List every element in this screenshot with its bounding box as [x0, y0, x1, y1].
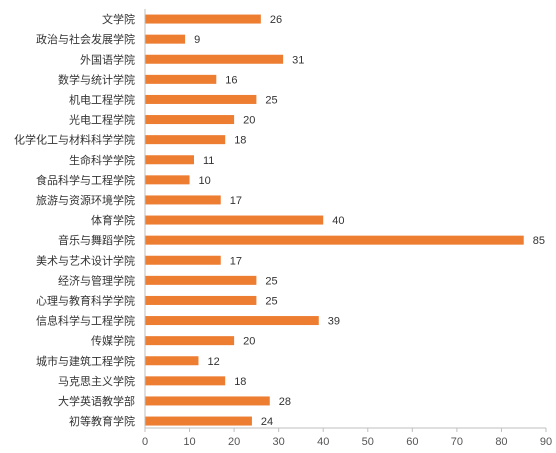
category-label: 马克思主义学院: [58, 374, 135, 388]
bar: [145, 396, 270, 406]
value-label: 12: [207, 356, 219, 368]
x-tick-label: 70: [451, 436, 463, 448]
x-tick-label: 80: [495, 436, 507, 448]
category-label: 传媒学院: [91, 334, 135, 348]
bars-group: [145, 14, 524, 426]
bar: [145, 316, 319, 326]
x-tick-label: 20: [228, 436, 240, 448]
bar: [145, 356, 199, 366]
value-label: 18: [234, 135, 246, 147]
value-label: 10: [199, 175, 211, 187]
category-label: 生命科学学院: [69, 153, 135, 167]
value-label: 9: [194, 34, 200, 46]
bar: [145, 215, 324, 225]
category-label: 文学院: [102, 12, 135, 26]
x-tick-label: 60: [406, 436, 418, 448]
x-tick-label: 90: [540, 436, 552, 448]
x-tick-label: 0: [142, 436, 148, 448]
value-label: 17: [230, 255, 242, 267]
category-label: 大学英语教学部: [58, 394, 135, 408]
bar: [145, 336, 235, 346]
category-label: 光电工程学院: [69, 113, 135, 127]
value-label: 24: [261, 416, 273, 428]
value-label: 25: [265, 295, 277, 307]
bar: [145, 74, 217, 84]
value-labels: 26 9 31 16 25 20 18 11 10 17 40 85 17 25 25 39 20 12 18 28 2…: [194, 14, 545, 428]
bar: [145, 34, 186, 44]
category-label: 数学与统计学院: [58, 72, 135, 86]
category-label: 旅游与资源环境学院: [36, 193, 135, 207]
category-label: 政治与社会发展学院: [36, 32, 135, 46]
bar: [145, 416, 252, 426]
bar: [145, 235, 524, 245]
bar: [145, 376, 226, 386]
category-label: 经济与管理学院: [58, 273, 135, 287]
x-tick-label: 30: [273, 436, 285, 448]
bar: [145, 295, 257, 305]
value-label: 25: [265, 275, 277, 287]
value-label: 85: [533, 235, 545, 247]
category-label: 初等教育学院: [69, 414, 135, 428]
bar: [145, 94, 257, 104]
category-labels: 文学院政治与社会发展学院外国语学院数学与统计学院机电工程学院光电工程学院化学化工…: [14, 12, 135, 428]
bar: [145, 115, 235, 125]
bar: [145, 155, 195, 165]
category-label: 信息科学与工程学院: [36, 314, 135, 328]
category-label: 城市与建筑工程学院: [36, 354, 135, 368]
bar: [145, 255, 221, 265]
bar: [145, 175, 190, 185]
value-label: 40: [332, 215, 344, 227]
value-label: 11: [203, 155, 214, 167]
category-label: 机电工程学院: [69, 92, 135, 106]
category-label: 美术与艺术设计学院: [36, 253, 135, 267]
bar: [145, 54, 284, 64]
category-label: 音乐与舞蹈学院: [58, 233, 135, 247]
value-label: 26: [270, 14, 282, 26]
category-label: 食品科学与工程学院: [36, 173, 135, 187]
x-tick-label: 50: [362, 436, 374, 448]
value-label: 25: [265, 94, 277, 106]
category-label: 化学化工与材料科学学院: [14, 133, 135, 147]
x-axis: 0 10 20 30 40 50 60 70 80 90: [142, 9, 552, 448]
bar: [145, 275, 257, 285]
category-label: 外国语学院: [80, 52, 135, 66]
value-label: 20: [243, 336, 255, 348]
value-label: 20: [243, 115, 255, 127]
value-label: 31: [292, 54, 304, 66]
value-label: 17: [230, 195, 242, 207]
value-label: 16: [225, 74, 237, 86]
bar: [145, 14, 261, 24]
category-label: 心理与教育科学学院: [36, 293, 135, 307]
bar: [145, 135, 226, 145]
x-tick-label: 10: [183, 436, 195, 448]
value-label: 18: [234, 376, 246, 388]
value-label: 28: [279, 396, 291, 408]
bar: [145, 195, 221, 205]
value-label: 39: [328, 316, 340, 328]
category-label: 体育学院: [91, 213, 135, 227]
x-tick-label: 40: [317, 436, 329, 448]
